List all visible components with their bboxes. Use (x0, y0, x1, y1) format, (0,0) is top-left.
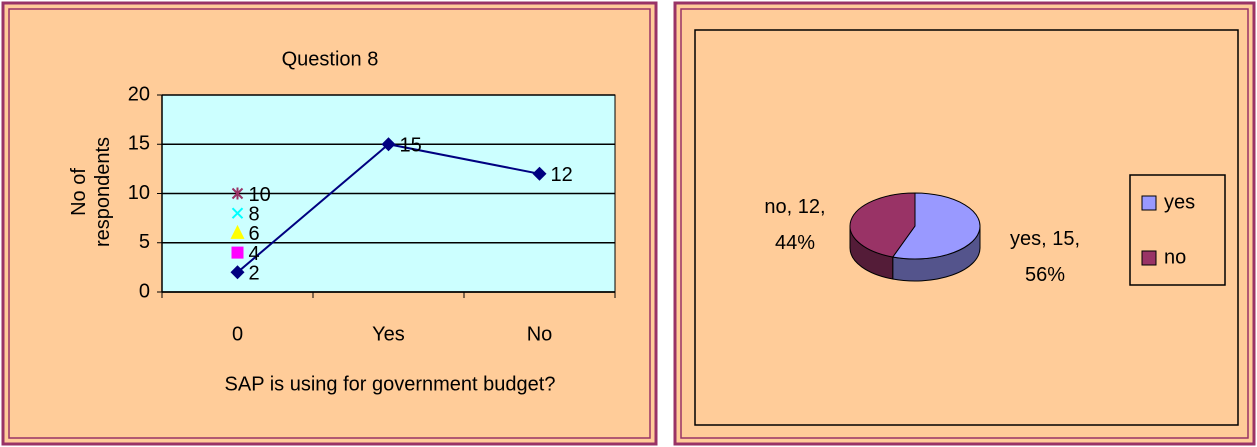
left-frame-inner (8, 8, 651, 439)
marker (231, 246, 244, 259)
y-tick-label: 20 (128, 83, 150, 105)
marker (231, 207, 244, 219)
legend-label: no (1164, 246, 1186, 268)
y-tick-label: 5 (139, 231, 150, 253)
marker (230, 265, 245, 280)
x-axis-label: SAP is using for government budget? (225, 373, 556, 395)
pie-slice (891, 192, 981, 260)
data-label: no, 12, 44% (764, 196, 825, 254)
x-tick-label: 0 (232, 323, 243, 345)
right-frame-inner (680, 8, 1249, 439)
marker (231, 187, 244, 200)
y-tick-label: 15 (128, 133, 150, 155)
marker (532, 166, 547, 181)
data-label: 8 (249, 203, 260, 225)
data-label: 10 (249, 184, 271, 206)
y-tick-label: 10 (128, 182, 150, 204)
data-label: yes, 15, 56% (1010, 228, 1080, 286)
y-axis-label: No of respondents (68, 137, 114, 247)
x-tick-label: Yes (372, 323, 405, 345)
data-label: 6 (249, 223, 260, 245)
data-label: 2 (249, 263, 260, 285)
marker (381, 137, 396, 152)
legend-swatch (1141, 250, 1157, 266)
data-label: 4 (249, 243, 260, 265)
data-label: 15 (400, 135, 422, 157)
y-tick-label: 0 (139, 280, 150, 302)
legend-swatch (1141, 195, 1157, 211)
pie-slice (849, 192, 916, 258)
legend (1129, 174, 1226, 286)
data-label: 12 (551, 164, 573, 186)
legend-label: yes (1164, 191, 1195, 213)
marker (230, 224, 245, 239)
x-tick-label: No (527, 323, 553, 345)
chart-title: Question 8 (282, 48, 379, 70)
pie-plot-area (694, 29, 1239, 426)
